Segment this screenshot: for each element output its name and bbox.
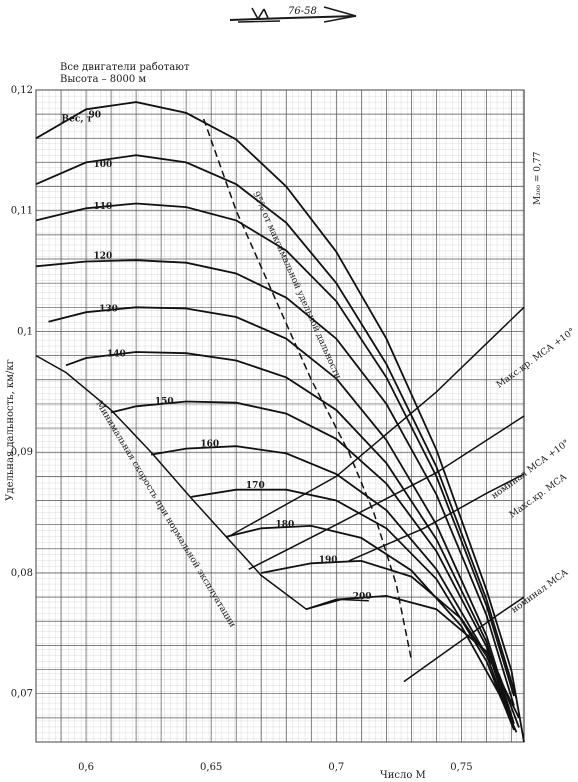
chart-header: Все двигатели работают Высота – 8000 м (60, 62, 189, 86)
boundary-lines (35, 118, 525, 683)
altitude-text: Высота – 8000 м (60, 74, 147, 85)
weight-label-190: 190 (319, 556, 338, 566)
weight-curve-180 (225, 524, 518, 733)
weight-label-200: 200 (353, 592, 372, 602)
mach-limit-annotation: M₂₀₀ = 0,77 (533, 151, 543, 205)
boundary-line-3 (248, 415, 525, 570)
y-tick-label: 0,07 (11, 689, 33, 700)
weight-curve-160 (150, 445, 515, 731)
handwritten-signature-stamp: 76-58 (229, 6, 357, 23)
weight-curve-110 (35, 202, 515, 697)
weight-label-180: 180 (275, 520, 294, 530)
engines-condition-text: Все двигатели работают (60, 62, 190, 73)
boundary-line-4 (348, 473, 525, 562)
weight-curve-120 (35, 259, 515, 707)
weight-label-140: 140 (107, 349, 126, 359)
weight-curve-100 (35, 154, 518, 699)
boundary-line-1 (35, 354, 369, 611)
weight-curves (35, 101, 525, 743)
x-axis-label: Число М (380, 770, 426, 781)
weight-label-100: 100 (94, 160, 113, 170)
weight-label-120: 120 (94, 252, 113, 262)
x-tick-label: 0,65 (200, 762, 222, 773)
weight-label-170: 170 (246, 481, 265, 491)
x-tick-label: 0,6 (78, 762, 94, 773)
stamp-text: 76-58 (288, 6, 317, 17)
weight-axis-prefix: Вес, т (62, 114, 93, 124)
boundary-line-2 (225, 306, 525, 539)
weight-curve-170 (191, 488, 515, 731)
weight-curve-200 (306, 594, 520, 719)
weight-label-110: 110 (94, 202, 113, 212)
weight-curve-150 (110, 400, 515, 731)
y-tick-label: 0,1 (17, 326, 33, 337)
weight-label-90: 90 (89, 110, 102, 120)
y-tick-label: 0,11 (11, 206, 33, 217)
major-grid (35, 89, 524, 743)
axis-ticks: 0,6 0,65 0,7 0,75 0,07 0,08 0,09 0,1 0,11 0,12 (11, 85, 473, 773)
weight-curve-190 (261, 559, 520, 728)
boundary-line-0 (202, 118, 413, 661)
weight-curve-90 (35, 101, 525, 743)
weight-label-160: 160 (200, 439, 219, 449)
weight-label-130: 130 (99, 305, 118, 315)
weight-label-150: 150 (155, 397, 174, 407)
y-axis-label: Удельная дальность, км/кг (5, 359, 16, 501)
y-tick-label: 0,08 (11, 568, 33, 579)
y-tick-label: 0,12 (11, 85, 33, 96)
x-tick-label: 0,75 (450, 762, 472, 773)
x-tick-label: 0,7 (328, 762, 344, 773)
weight-curve-140 (65, 351, 515, 728)
boundary-line-5 (403, 596, 525, 683)
weight-curve-130 (48, 306, 515, 725)
y-tick-label: 0,09 (11, 447, 33, 458)
